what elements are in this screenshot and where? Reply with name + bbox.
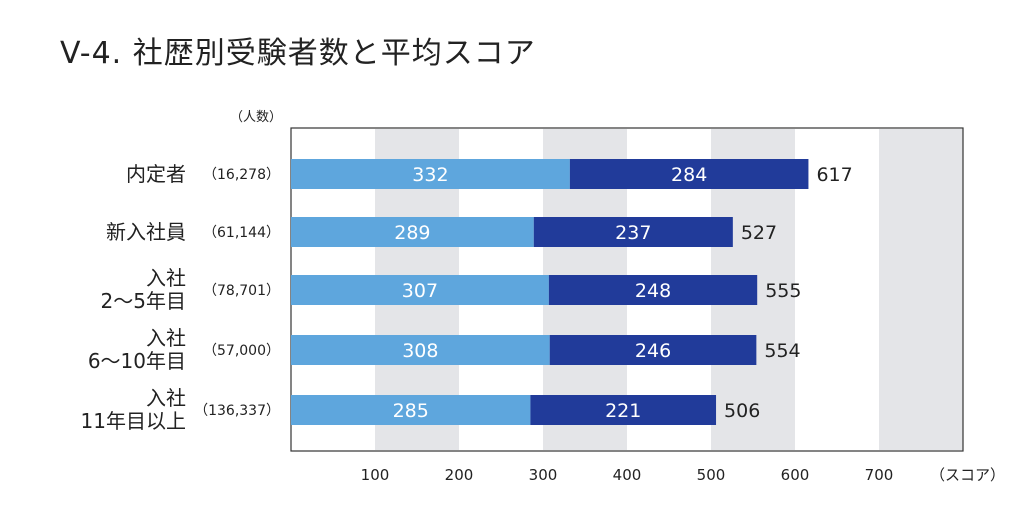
category-count: （61,144）	[203, 225, 280, 241]
category-label: 11年目以上	[81, 409, 186, 433]
total-label: 555	[765, 280, 801, 302]
category-label: 入社	[146, 326, 186, 350]
category-label: 新入社員	[106, 220, 186, 244]
category-label: 入社	[146, 386, 186, 410]
x-tick-label: 600	[781, 466, 810, 484]
total-label: 617	[816, 164, 852, 186]
category-label: 2～5年目	[101, 289, 186, 313]
category-count: （57,000）	[203, 343, 280, 359]
category-label: 入社	[146, 266, 186, 290]
bar-segment-2	[533, 217, 733, 247]
x-tick-label: 500	[697, 466, 726, 484]
grid-band	[879, 129, 963, 450]
bar-segment-1	[291, 335, 550, 365]
x-tick-label: 100	[361, 466, 390, 484]
bar-segment-1	[291, 159, 570, 189]
total-label: 554	[764, 340, 800, 362]
data-label: 332	[412, 164, 448, 186]
data-label: 246	[635, 340, 671, 362]
category-label: 6～10年目	[88, 349, 186, 373]
bar-segment-2	[530, 395, 717, 425]
category-count: （78,701）	[203, 283, 280, 299]
bar-segment-2	[569, 159, 809, 189]
data-label: 308	[402, 340, 438, 362]
bar-segment-1	[291, 217, 534, 247]
x-axis-label: （スコア）	[930, 466, 1005, 484]
x-tick-label: 700	[865, 466, 894, 484]
x-tick-label: 300	[529, 466, 558, 484]
category-label: 内定者	[126, 162, 186, 186]
data-label: 221	[605, 400, 641, 422]
data-label: 237	[615, 222, 651, 244]
data-label: 248	[635, 280, 671, 302]
data-label: 284	[671, 164, 707, 186]
bar-segment-1	[291, 395, 531, 425]
data-label: 289	[394, 222, 430, 244]
total-label: 527	[741, 222, 777, 244]
bar-segment-1	[291, 275, 549, 305]
bar-segment-2	[549, 335, 757, 365]
chart-title: V-4. 社歴別受験者数と平均スコア	[60, 36, 536, 71]
bar-segment-2	[548, 275, 758, 305]
data-label: 285	[393, 400, 429, 422]
category-count: （16,278）	[203, 167, 280, 183]
data-label: 307	[402, 280, 438, 302]
count-header: （人数）	[230, 110, 282, 125]
total-label: 506	[724, 400, 760, 422]
x-tick-label: 400	[613, 466, 642, 484]
x-tick-label: 200	[445, 466, 474, 484]
category-count: （136,337）	[194, 403, 280, 419]
